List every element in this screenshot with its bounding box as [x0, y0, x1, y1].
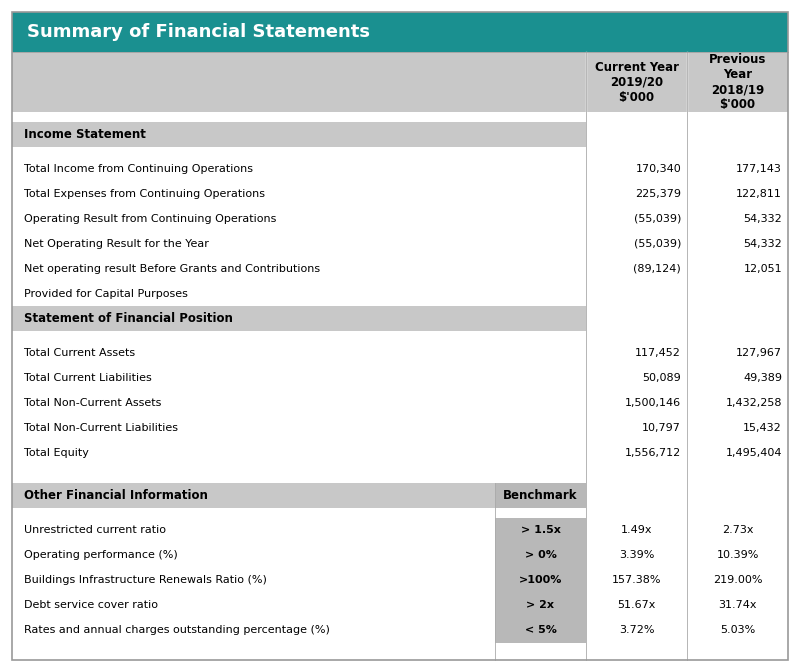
- Text: Total Non-Current Liabilities: Total Non-Current Liabilities: [24, 423, 178, 433]
- Text: 49,389: 49,389: [743, 374, 782, 383]
- Text: 1.49x: 1.49x: [621, 526, 653, 535]
- Bar: [12, 543, 788, 568]
- Text: 12,051: 12,051: [743, 263, 782, 274]
- Text: 10.39%: 10.39%: [716, 550, 758, 560]
- Bar: [12, 52, 788, 112]
- Text: Operating performance (%): Operating performance (%): [24, 550, 178, 560]
- Bar: [12, 568, 788, 593]
- Text: Total Equity: Total Equity: [24, 448, 89, 458]
- Bar: [494, 593, 586, 618]
- Text: 117,452: 117,452: [635, 348, 681, 358]
- Text: Summary of Financial Statements: Summary of Financial Statements: [27, 24, 370, 41]
- Text: > 2x: > 2x: [526, 600, 554, 610]
- Bar: [12, 466, 788, 483]
- Text: (55,039): (55,039): [634, 214, 681, 224]
- Text: Unrestricted current ratio: Unrestricted current ratio: [24, 526, 166, 535]
- Text: 1,556,712: 1,556,712: [625, 448, 681, 458]
- Text: < 5%: < 5%: [525, 625, 556, 635]
- Text: >100%: >100%: [518, 575, 562, 585]
- Bar: [586, 122, 788, 146]
- Bar: [12, 593, 788, 618]
- Text: Income Statement: Income Statement: [24, 128, 146, 140]
- Bar: [12, 206, 788, 231]
- Text: Net operating result Before Grants and Contributions: Net operating result Before Grants and C…: [24, 263, 320, 274]
- Bar: [12, 181, 788, 206]
- Text: Provided for Capital Purposes: Provided for Capital Purposes: [24, 289, 188, 298]
- Text: (55,039): (55,039): [634, 239, 681, 249]
- Text: (89,124): (89,124): [634, 263, 681, 274]
- Text: 1,500,146: 1,500,146: [625, 398, 681, 409]
- Text: Total Non-Current Assets: Total Non-Current Assets: [24, 398, 162, 409]
- Text: Statement of Financial Position: Statement of Financial Position: [24, 312, 233, 325]
- Bar: [12, 331, 788, 341]
- Bar: [494, 568, 586, 593]
- Text: 15,432: 15,432: [743, 423, 782, 433]
- Text: 122,811: 122,811: [736, 189, 782, 199]
- Bar: [494, 517, 586, 543]
- Bar: [12, 508, 788, 517]
- Bar: [12, 231, 788, 256]
- Bar: [12, 341, 788, 366]
- Bar: [12, 642, 788, 660]
- Text: Total Current Liabilities: Total Current Liabilities: [24, 374, 152, 383]
- Text: > 0%: > 0%: [525, 550, 556, 560]
- Bar: [12, 416, 788, 441]
- Text: 51.67x: 51.67x: [618, 600, 656, 610]
- Bar: [12, 366, 788, 391]
- Bar: [12, 618, 788, 642]
- Bar: [12, 12, 788, 52]
- Bar: [12, 306, 586, 331]
- Bar: [494, 618, 586, 642]
- Text: Net Operating Result for the Year: Net Operating Result for the Year: [24, 239, 209, 249]
- Bar: [586, 306, 788, 331]
- Text: 1,495,404: 1,495,404: [726, 448, 782, 458]
- Bar: [494, 483, 586, 508]
- Text: Total Expenses from Continuing Operations: Total Expenses from Continuing Operation…: [24, 189, 265, 199]
- Bar: [12, 146, 788, 156]
- Bar: [12, 281, 788, 306]
- Text: 219.00%: 219.00%: [713, 575, 762, 585]
- Bar: [494, 543, 586, 568]
- Bar: [12, 441, 788, 466]
- Text: Buildings Infrastructure Renewals Ratio (%): Buildings Infrastructure Renewals Ratio …: [24, 575, 267, 585]
- Text: 10,797: 10,797: [642, 423, 681, 433]
- Bar: [12, 156, 788, 181]
- Text: Current Year
2019/20
$'000: Current Year 2019/20 $'000: [594, 60, 678, 103]
- Bar: [12, 122, 586, 146]
- Text: Total Current Assets: Total Current Assets: [24, 348, 135, 358]
- Text: Debt service cover ratio: Debt service cover ratio: [24, 600, 158, 610]
- Text: Other Financial Information: Other Financial Information: [24, 489, 208, 502]
- Bar: [12, 517, 788, 543]
- Text: 225,379: 225,379: [635, 189, 681, 199]
- Bar: [12, 256, 788, 281]
- Text: 3.72%: 3.72%: [619, 625, 654, 635]
- Bar: [12, 391, 788, 416]
- Bar: [586, 483, 788, 508]
- Text: 157.38%: 157.38%: [612, 575, 662, 585]
- Text: 127,967: 127,967: [736, 348, 782, 358]
- Text: 170,340: 170,340: [635, 164, 681, 174]
- Text: Total Income from Continuing Operations: Total Income from Continuing Operations: [24, 164, 253, 174]
- Bar: [12, 112, 788, 122]
- Text: 2.73x: 2.73x: [722, 526, 754, 535]
- Text: 31.74x: 31.74x: [718, 600, 757, 610]
- Text: > 1.5x: > 1.5x: [521, 526, 560, 535]
- Text: 3.39%: 3.39%: [619, 550, 654, 560]
- Text: 50,089: 50,089: [642, 374, 681, 383]
- Text: Operating Result from Continuing Operations: Operating Result from Continuing Operati…: [24, 214, 276, 224]
- Text: 1,432,258: 1,432,258: [726, 398, 782, 409]
- Text: 54,332: 54,332: [743, 214, 782, 224]
- Text: 54,332: 54,332: [743, 239, 782, 249]
- Text: Rates and annual charges outstanding percentage (%): Rates and annual charges outstanding per…: [24, 625, 330, 635]
- Bar: [12, 483, 586, 508]
- Text: 5.03%: 5.03%: [720, 625, 755, 635]
- Text: 177,143: 177,143: [736, 164, 782, 174]
- Text: Benchmark: Benchmark: [503, 489, 578, 502]
- Text: Previous
Year
2018/19
$'000: Previous Year 2018/19 $'000: [709, 53, 766, 111]
